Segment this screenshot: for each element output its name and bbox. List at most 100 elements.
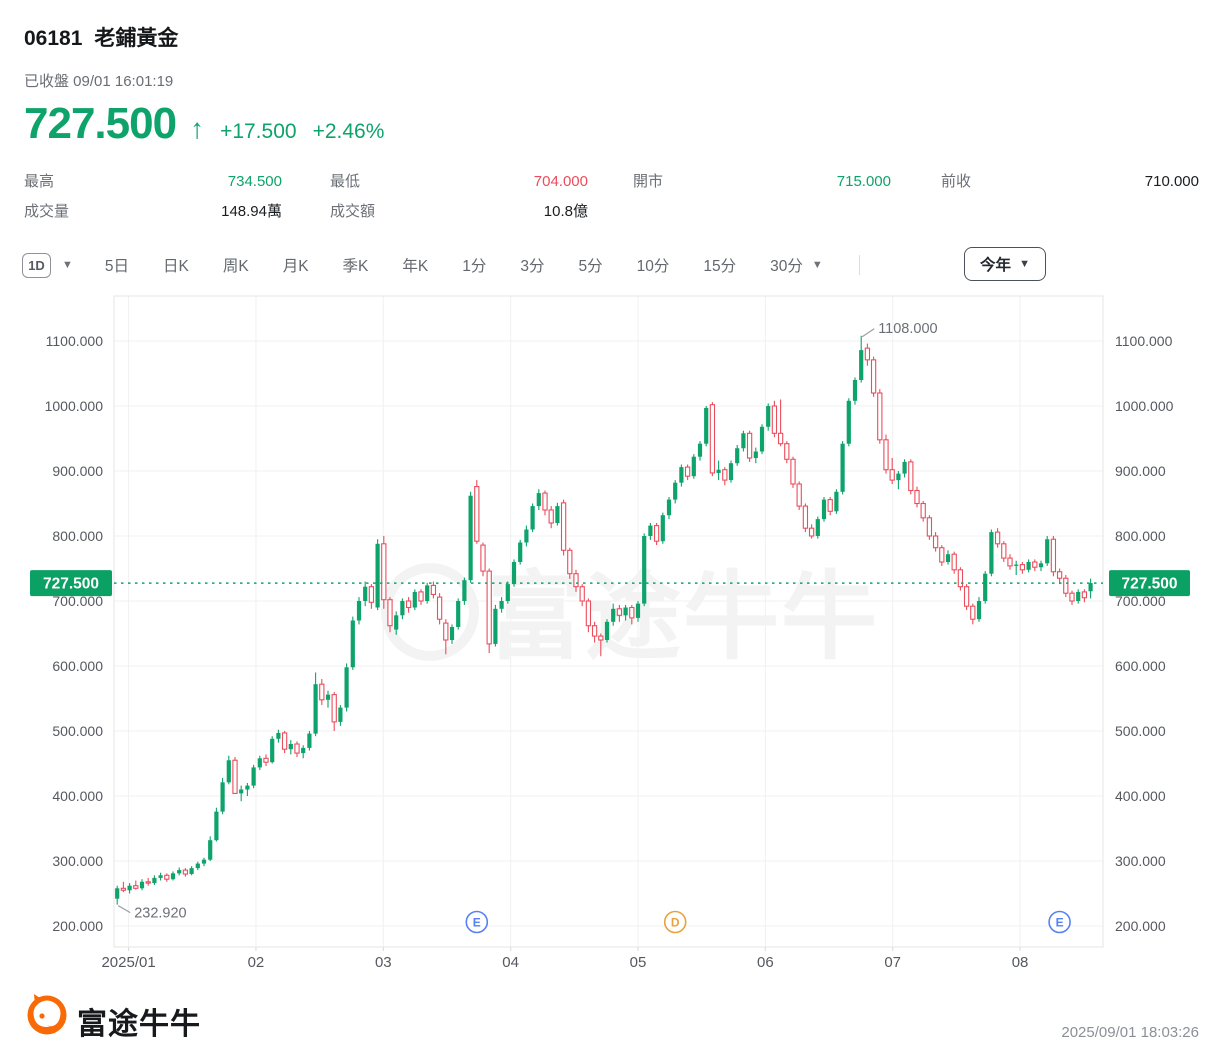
selected-period-label: 1D xyxy=(28,257,45,273)
y-axis-label-right: 1000.000 xyxy=(1115,398,1174,414)
x-axis-label: 08 xyxy=(1012,954,1029,971)
y-axis-label-right: 200.000 xyxy=(1115,918,1166,934)
tab-年K[interactable]: 年K xyxy=(402,254,428,276)
y-axis-label-right: 400.000 xyxy=(1115,788,1166,804)
futu-logo-icon xyxy=(24,991,69,1041)
tab-10分[interactable]: 10分 xyxy=(637,254,670,276)
price-change-percent: +2.46% xyxy=(312,120,385,143)
chevron-down-icon[interactable]: ▼ xyxy=(62,259,73,271)
current-price-badge-right xyxy=(1109,570,1190,597)
current-price-badge-right-label: 727.500 xyxy=(1121,576,1177,593)
x-axis-label: 07 xyxy=(884,954,901,971)
chevron-down-icon: ▼ xyxy=(811,259,823,271)
tab-label: 3分 xyxy=(520,258,545,275)
stat-成交量: 成交量 148.94萬 xyxy=(24,202,282,222)
stat-前收: 前收 710.000 xyxy=(941,172,1199,192)
tab-5日[interactable]: 5日 xyxy=(105,254,129,276)
price-change: +17.500 xyxy=(220,120,297,143)
tab-label: 月K xyxy=(282,258,309,275)
y-axis-label-left: 300.000 xyxy=(52,853,103,869)
market-status: 已收盤 09/01 16:01:19 xyxy=(24,73,174,90)
y-axis-label-right: 600.000 xyxy=(1115,658,1166,674)
x-axis-label: 06 xyxy=(757,954,774,971)
y-axis-label-left: 600.000 xyxy=(52,658,103,674)
event-marker-E[interactable] xyxy=(465,910,489,934)
y-axis-label-right: 1100.000 xyxy=(1115,333,1173,349)
stat-label: 最高 xyxy=(24,173,55,190)
tab-label: 10分 xyxy=(636,258,670,275)
tab-3分[interactable]: 3分 xyxy=(520,254,544,276)
tab-日K[interactable]: 日K xyxy=(163,254,189,276)
event-marker-D[interactable] xyxy=(663,910,687,934)
stat-value: 704.000 xyxy=(533,173,588,190)
stat-label: 開市 xyxy=(633,173,664,190)
tab-label: 年K xyxy=(402,258,429,275)
stat-value: 710.000 xyxy=(1144,173,1199,190)
y-axis-label-left: 1100.000 xyxy=(46,333,104,349)
y-axis-label-left: 900.000 xyxy=(52,463,103,479)
stat-最低: 最低 704.000 xyxy=(330,172,588,192)
toolbar-divider xyxy=(858,255,860,275)
stat-label: 成交量 xyxy=(24,203,70,220)
x-axis-label: 05 xyxy=(630,954,647,971)
stock-code: 06181 xyxy=(24,27,83,50)
last-price: 727.500 xyxy=(24,99,177,148)
tab-15分[interactable]: 15分 xyxy=(703,254,736,276)
stat-最高: 最高 734.500 xyxy=(24,172,282,192)
stat-開市: 開市 715.000 xyxy=(633,172,891,192)
y-axis-label-left: 400.000 xyxy=(52,788,103,804)
stat-成交額: 成交額 10.8億 xyxy=(330,202,588,222)
y-axis-label-right: 900.000 xyxy=(1115,463,1166,479)
chevron-down-icon: ▼ xyxy=(1019,258,1030,270)
y-axis-label-left: 500.000 xyxy=(52,723,103,739)
price-row: 727.500 ↑ +17.500 +2.46% xyxy=(24,99,384,149)
tab-30分[interactable]: 30分 ▼ xyxy=(770,254,823,276)
stat-value: 734.500 xyxy=(227,173,282,190)
x-axis-label: 03 xyxy=(375,954,392,971)
tab-label: 15分 xyxy=(703,258,737,275)
tab-label: 季K xyxy=(342,258,369,275)
tab-label: 5日 xyxy=(104,258,130,275)
period-toolbar: 1D ▼ 5日 日K 周K 月K 季K 年K 1分 3分 5分 10分 15分 30分 ▼ xyxy=(22,247,862,283)
page-title: 06181 老鋪黃金 xyxy=(24,22,178,52)
y-axis-label-left: 800.000 xyxy=(52,528,103,544)
tab-1分[interactable]: 1分 xyxy=(462,254,486,276)
y-axis-label-left: 700.000 xyxy=(52,593,103,609)
y-axis-label-right: 300.000 xyxy=(1115,853,1166,869)
stat-label: 前收 xyxy=(941,173,972,190)
tab-label: 日K xyxy=(163,258,189,275)
stat-value: 148.94萬 xyxy=(221,203,282,220)
tab-周K[interactable]: 周K xyxy=(223,254,249,276)
range-selector[interactable]: 今年 ▼ xyxy=(964,247,1046,281)
stat-label: 成交額 xyxy=(330,203,376,220)
y-axis-label-right: 800.000 xyxy=(1115,528,1166,544)
brand-name: 富途牛牛 xyxy=(77,1008,201,1041)
stat-value: 10.8億 xyxy=(543,203,588,220)
up-arrow-icon: ↑ xyxy=(190,113,205,144)
tab-label: 周K xyxy=(222,258,249,275)
event-marker-E[interactable] xyxy=(1048,910,1071,934)
tab-月K[interactable]: 月K xyxy=(283,254,309,276)
tab-5分[interactable]: 5分 xyxy=(578,254,602,276)
tab-label: 1分 xyxy=(462,258,487,275)
selected-period-button[interactable]: 1D xyxy=(22,252,51,278)
current-price-badge-left xyxy=(30,570,112,597)
x-axis-label: 04 xyxy=(502,954,519,971)
chart-timestamp: 2025/09/01 18:03:26 xyxy=(1061,1024,1199,1041)
range-selector-label: 今年 xyxy=(980,257,1012,274)
stat-value: 715.000 xyxy=(836,173,891,190)
tab-label: 5分 xyxy=(578,258,603,275)
y-axis-label-left: 1000.000 xyxy=(45,398,104,414)
y-axis-label-right: 500.000 xyxy=(1115,723,1166,739)
period-tabs: 5日 日K 周K 月K 季K 年K 1分 3分 5分 10分 15分 30分 ▼ xyxy=(105,254,857,276)
tab-季K[interactable]: 季K xyxy=(343,254,369,276)
current-price-badge-left-label: 727.500 xyxy=(43,576,99,593)
stock-name: 老鋪黃金 xyxy=(94,27,179,50)
tab-label: 30分 xyxy=(770,258,803,275)
chart-canvas[interactable] xyxy=(114,296,1103,947)
x-axis-label: 2025/01 xyxy=(101,954,155,971)
y-axis-label-right: 700.000 xyxy=(1115,593,1166,609)
y-axis-label-left: 200.000 xyxy=(52,918,103,934)
